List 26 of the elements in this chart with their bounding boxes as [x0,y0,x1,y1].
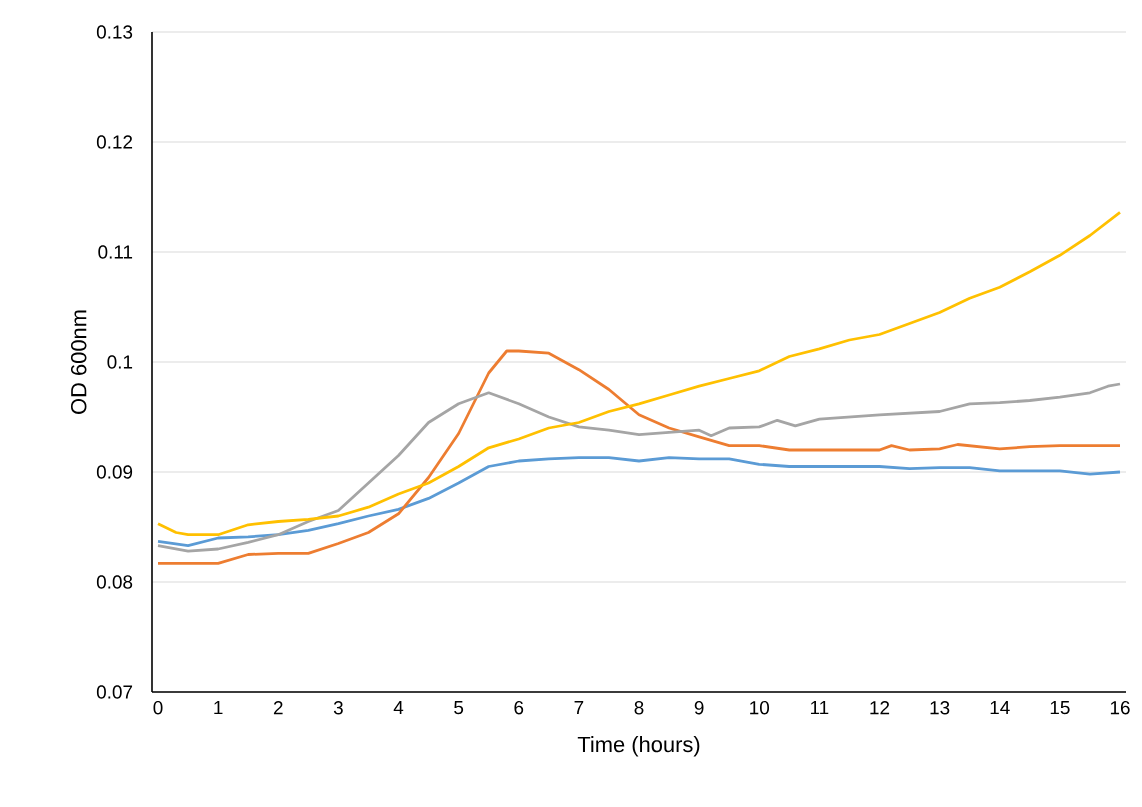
x-tick-label: 4 [393,701,404,715]
x-tick-label: 2 [273,701,283,715]
x-tick-label: 5 [454,701,464,715]
x-tick-label: 8 [634,701,644,715]
x-tick-label: 15 [1050,701,1070,715]
y-tick-label: 0.08 [96,575,133,589]
x-tick-label: 1 [214,701,223,715]
y-tick-label: 0.07 [96,685,133,699]
x-tick-label: 3 [333,701,343,715]
x-tick-label: 0 [153,701,163,715]
y-tick-label: 0.11 [98,245,133,259]
x-tick-label: 6 [514,701,524,715]
x-tick-label: 14 [990,701,1010,715]
y-axis-title: OD 600nm [70,310,87,414]
x-tick-label: 11 [810,701,829,715]
x-tick-label: 16 [1110,701,1130,715]
x-tick-label: 13 [930,701,950,715]
x-axis-title: Time (hours) [577,736,700,757]
y-tick-label: 0.1 [107,355,133,369]
x-tick-label: 7 [574,701,584,715]
x-tick-label: 9 [694,701,704,715]
x-tick-label: 12 [870,701,890,715]
y-tick-label: 0.13 [96,25,133,39]
y-tick-label: 0.09 [96,465,133,479]
x-tick-label: 10 [750,701,770,715]
y-tick-label: 0.12 [96,135,133,149]
